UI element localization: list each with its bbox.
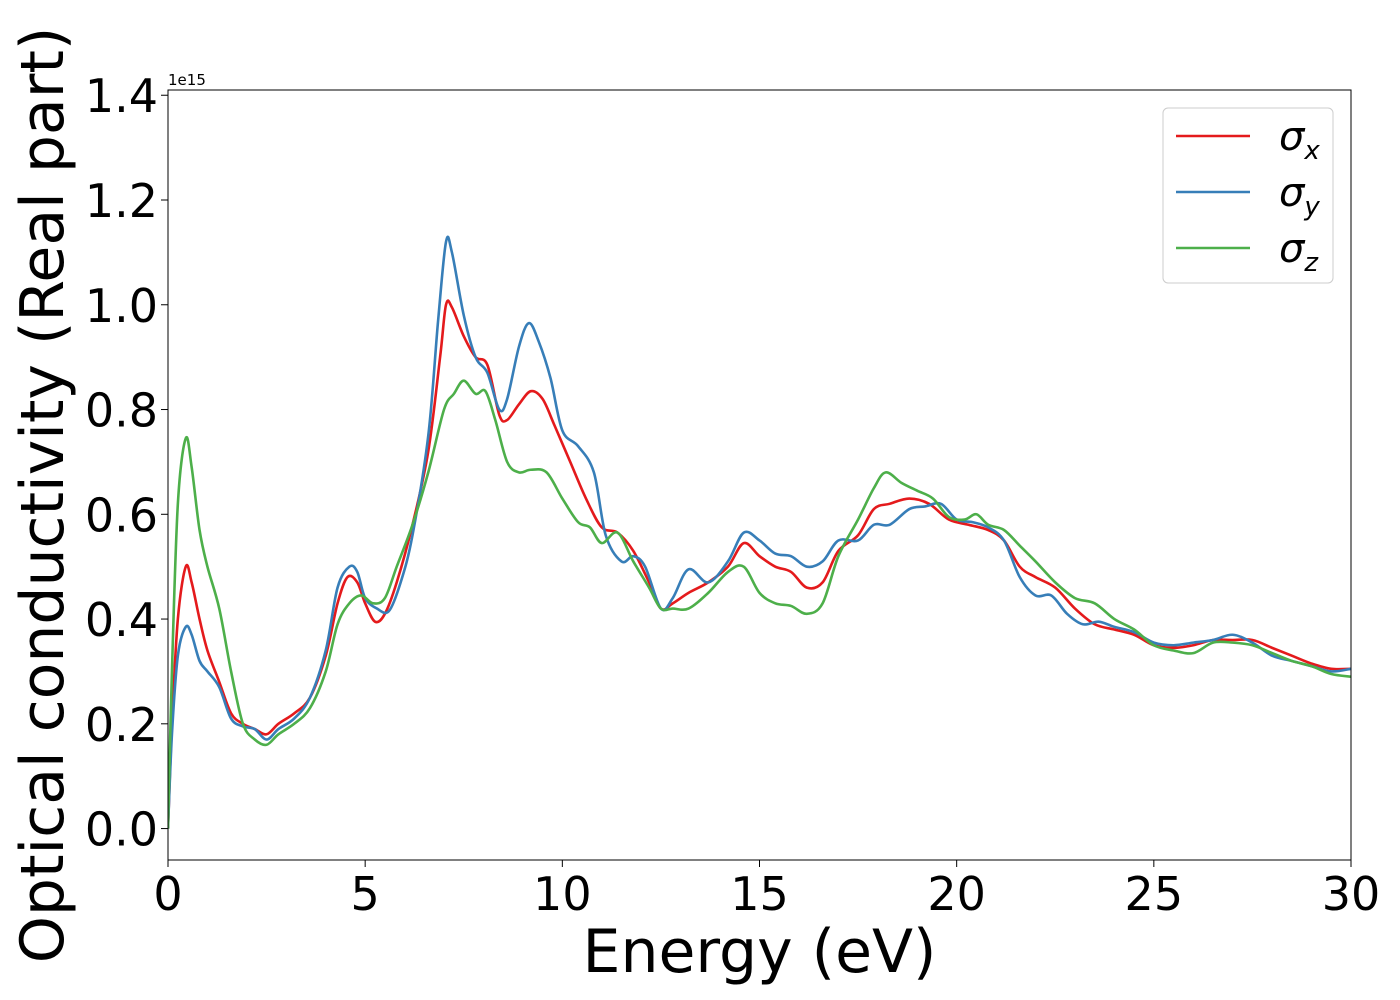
y-axis-ticks: 0.0 0.2 0.4 0.6 0.8 1.0 1.2 1.4 xyxy=(85,69,168,857)
x-axis-title: Energy (eV) xyxy=(583,917,937,987)
legend-label-y: σy xyxy=(1279,170,1320,222)
y-tick-label: 0.0 xyxy=(85,803,158,857)
x-tick-label: 25 xyxy=(1125,867,1184,921)
y-axis-title: Optical conductivity (Real part) xyxy=(8,27,78,964)
series-line-x xyxy=(168,299,1351,829)
x-tick-label: 15 xyxy=(730,867,789,921)
y-offset-label: 1e15 xyxy=(168,71,206,89)
legend-label-x: σx xyxy=(1279,114,1320,166)
series-lines xyxy=(168,235,1351,829)
x-axis-ticks: 0 5 10 15 20 25 30 xyxy=(153,860,1380,921)
series-line-y xyxy=(168,235,1351,829)
y-tick-label: 1.4 xyxy=(85,69,158,123)
y-tick-label: 0.6 xyxy=(85,488,158,542)
x-tick-label: 0 xyxy=(153,867,182,921)
x-tick-label: 5 xyxy=(351,867,380,921)
y-tick-label: 1.0 xyxy=(85,279,158,333)
x-tick-label: 10 xyxy=(533,867,592,921)
x-tick-label: 20 xyxy=(927,867,986,921)
y-tick-label: 0.8 xyxy=(85,384,158,438)
y-tick-label: 1.2 xyxy=(85,174,158,228)
x-tick-label: 30 xyxy=(1322,867,1381,921)
legend-box xyxy=(1162,107,1334,284)
y-tick-label: 0.2 xyxy=(85,698,158,752)
series-line-z xyxy=(168,379,1351,829)
legend-label-z: σz xyxy=(1279,226,1319,278)
y-tick-label: 0.4 xyxy=(85,593,158,647)
